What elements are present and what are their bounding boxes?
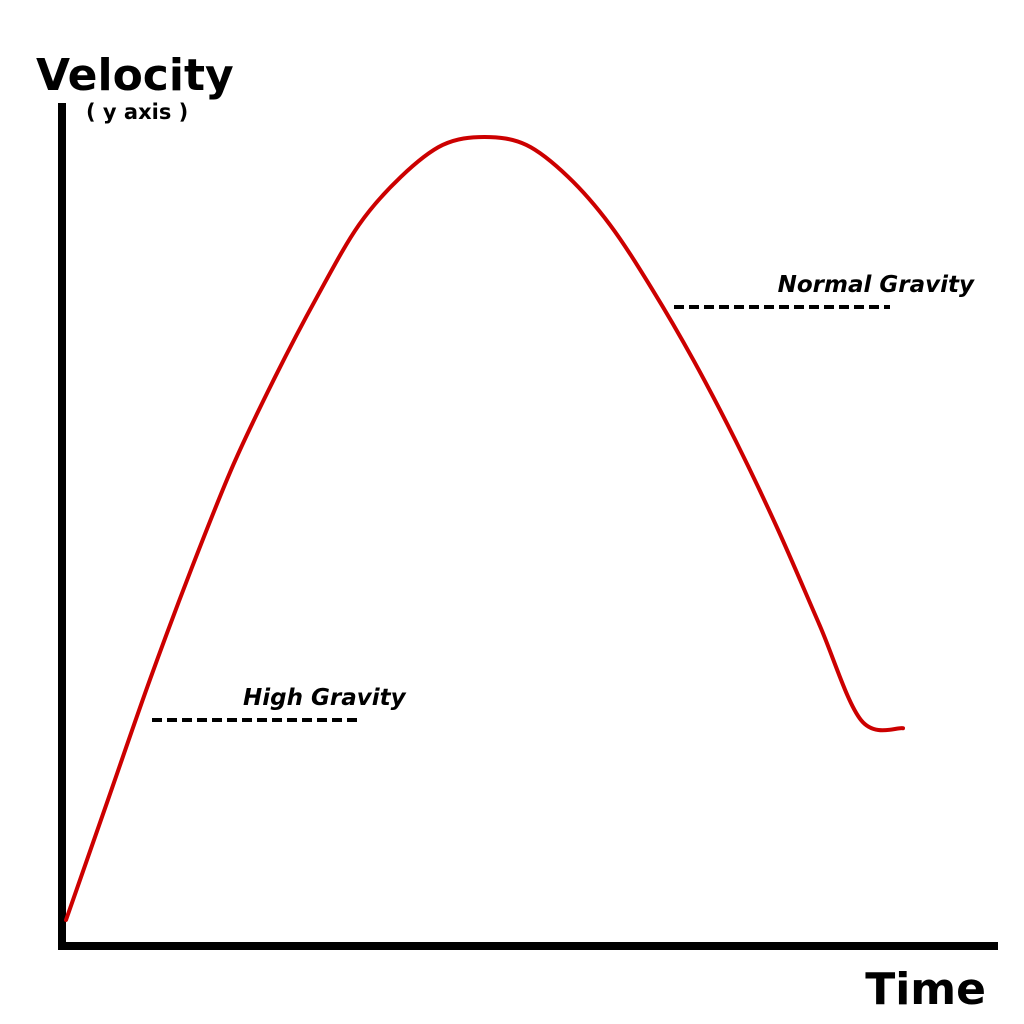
x-axis-title: Time [865, 964, 986, 1015]
series-layer [64, 134, 905, 923]
velocity-curve-line [64, 134, 905, 923]
annotation-layer: High Gravity Normal Gravity [152, 272, 975, 722]
y-axis-subtitle: ( y axis ) [86, 100, 188, 124]
annotation-label-1: High Gravity [243, 685, 407, 711]
y-axis-title: Velocity [36, 50, 234, 101]
annotation-label-2: Normal Gravity [778, 272, 975, 298]
